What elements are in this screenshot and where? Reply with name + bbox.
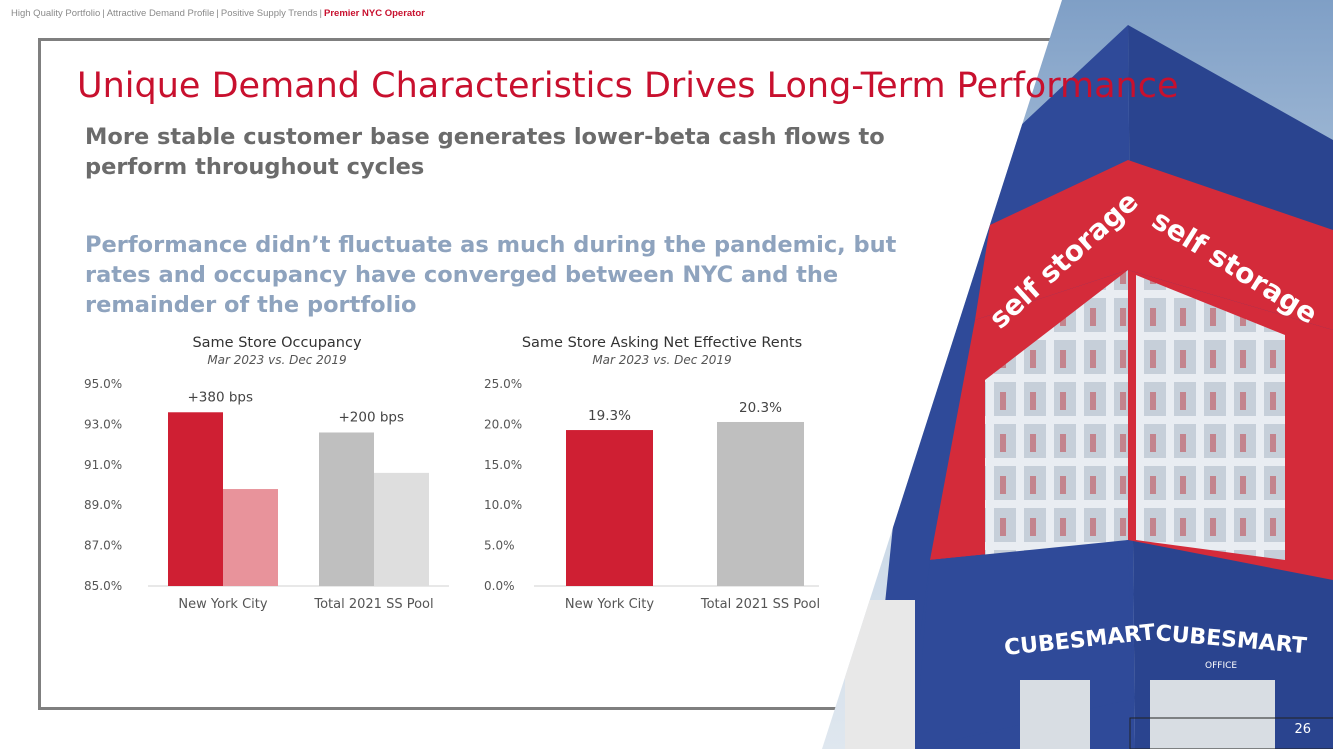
chart-title: Same Store Asking Net Effective Rents: [522, 335, 802, 351]
page-number: 26: [1294, 722, 1311, 737]
y-tick-label: 95.0%: [84, 377, 122, 391]
bar-nyc-mar-2023: [168, 412, 223, 586]
x-tick-label: Total 2021 SS Pool: [700, 597, 820, 612]
page-title: Unique Demand Characteristics Drives Lon…: [77, 66, 1179, 106]
rents-chart: Same Store Asking Net Effective Rents Ma…: [484, 335, 820, 612]
y-tick-label: 89.0%: [84, 498, 122, 512]
y-tick-label: 5.0%: [484, 539, 515, 553]
data-label: 20.3%: [739, 400, 782, 416]
breadcrumb-item-active[interactable]: Premier NYC Operator: [324, 8, 425, 19]
y-tick-label: 25.0%: [484, 377, 522, 391]
y-tick-label: 10.0%: [484, 498, 522, 512]
breadcrumb-item[interactable]: Attractive Demand Profile: [106, 8, 215, 19]
y-tick-label: 15.0%: [484, 458, 522, 472]
y-tick-label: 87.0%: [84, 539, 122, 553]
page-subtitle-secondary: Performance didn’t fluctuate as much dur…: [85, 232, 897, 318]
bar-annotation: +200 bps: [338, 409, 404, 425]
chart-title: Same Store Occupancy: [192, 335, 361, 351]
bar-annotation: +380 bps: [187, 389, 253, 405]
x-tick-label: New York City: [178, 597, 267, 612]
y-tick-label: 85.0%: [84, 579, 122, 593]
data-label: 19.3%: [588, 408, 631, 424]
chart-subtitle: Mar 2023 vs. Dec 2019: [207, 353, 346, 367]
bar-pool: [717, 421, 804, 586]
occupancy-chart: Same Store Occupancy Mar 2023 vs. Dec 20…: [84, 335, 449, 612]
bar-pool-dec-2019: [374, 472, 429, 586]
x-tick-label: New York City: [565, 597, 654, 612]
chart-subtitle: Mar 2023 vs. Dec 2019: [592, 353, 731, 367]
breadcrumb-item[interactable]: Positive Supply Trends: [220, 8, 318, 19]
y-tick-label: 20.0%: [484, 417, 522, 431]
page-subtitle: More stable customer base generates lowe…: [85, 124, 885, 180]
breadcrumb: High Quality Portfolio | Attractive Demand…: [11, 8, 425, 19]
bar-nyc-dec-2019: [223, 489, 278, 586]
y-tick-label: 93.0%: [84, 417, 122, 431]
y-tick-label: 91.0%: [84, 458, 122, 472]
bar-nyc: [566, 430, 653, 586]
y-tick-label: 0.0%: [484, 579, 515, 593]
breadcrumb-item[interactable]: High Quality Portfolio: [11, 8, 101, 19]
bar-pool-mar-2023: [319, 432, 374, 586]
office-sign: OFFICE: [1205, 661, 1237, 671]
x-tick-label: Total 2021 SS Pool: [313, 597, 433, 612]
